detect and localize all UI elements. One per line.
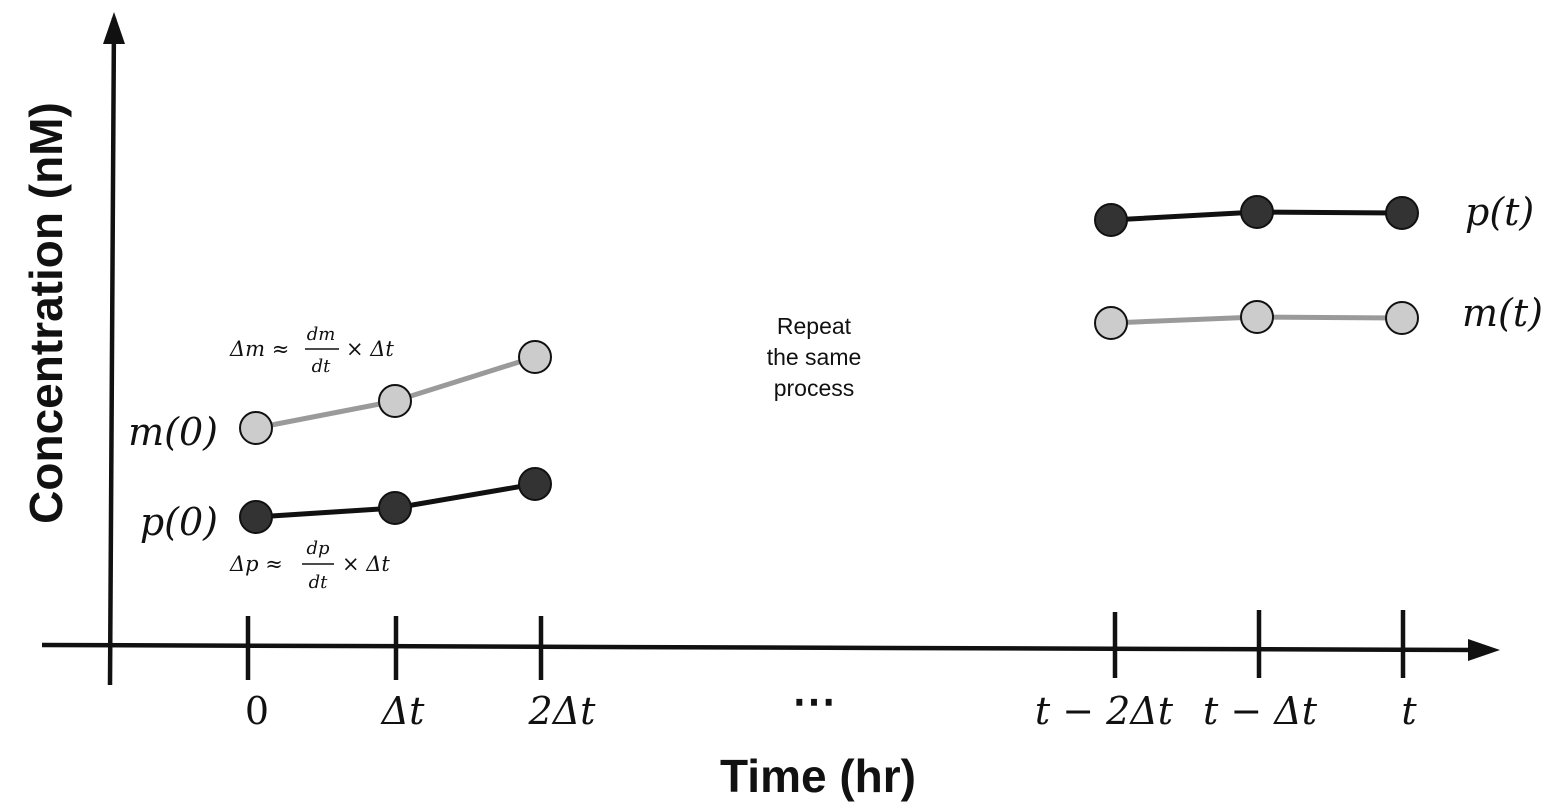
m-point-3: [1094, 306, 1128, 340]
label-m0: m(0): [128, 410, 218, 454]
repeat-note-line-2: the same: [767, 344, 862, 370]
x-axis-title: Time (hr): [720, 750, 916, 802]
formula-dm-numerator: dm: [307, 324, 336, 345]
tick-label-3: t − 2Δt: [1035, 689, 1174, 733]
p-point-3: [1094, 203, 1128, 237]
m-point-0: [239, 411, 273, 445]
repeat-note-line-1: Repeat: [777, 313, 852, 339]
y-axis-arrowhead: [103, 12, 125, 44]
formula-dp-rhs: × Δt: [342, 552, 390, 576]
formula-dm-rhs: × Δt: [346, 337, 394, 361]
formula-dm-denominator: dt: [312, 356, 332, 377]
tick-label-2: 2Δt: [528, 689, 597, 733]
m-point-4: [1240, 300, 1274, 334]
x-axis: [41, 642, 1479, 653]
label-pt: p(t): [1465, 190, 1534, 234]
formula-dp-lhs: Δp ≈: [229, 552, 283, 576]
formula-dp-numerator: dp: [306, 538, 330, 559]
p-point-4: [1240, 195, 1274, 229]
m-point-1: [378, 384, 412, 418]
repeat-note-line-3: process: [774, 375, 855, 401]
formula-dm-lhs: Δm ≈: [229, 337, 289, 361]
formula-delta-p: Δp ≈ dp dt × Δt: [229, 538, 390, 593]
tick-label-5: t: [1401, 689, 1417, 733]
p-point-1: [378, 491, 412, 525]
tick-label-4: t − Δt: [1203, 689, 1318, 733]
gap-ellipsis: ⋯: [792, 677, 836, 726]
y-axis: [107, 17, 117, 686]
p-point-5: [1385, 196, 1419, 230]
label-mt: m(t): [1462, 291, 1543, 335]
tick-label-1: Δt: [380, 689, 425, 733]
label-p0: p(0): [140, 500, 218, 544]
y-axis-title: Concentration (nM): [20, 102, 72, 524]
formula-dp-denominator: dt: [309, 572, 329, 593]
x-axis-arrowhead: [1468, 639, 1500, 661]
p-point-0: [239, 500, 273, 534]
tick-label-0: 0: [245, 689, 269, 733]
repeat-note: Repeat the same process: [767, 313, 862, 401]
m-point-5: [1385, 301, 1419, 335]
formula-delta-m: Δm ≈ dm dt × Δt: [229, 324, 394, 377]
p-point-2: [518, 467, 552, 501]
m-point-2: [518, 340, 552, 374]
